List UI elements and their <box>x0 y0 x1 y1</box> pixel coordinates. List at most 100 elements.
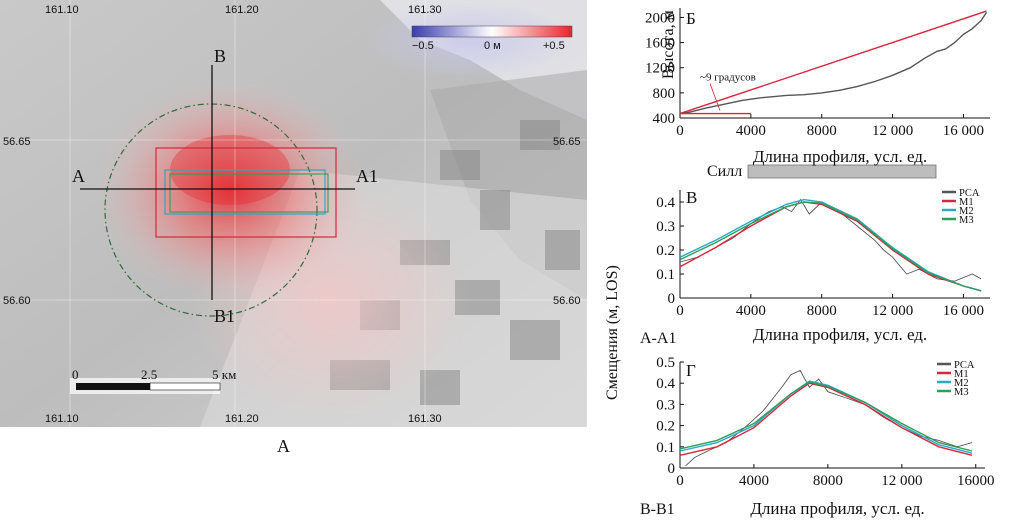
series-line-pca <box>685 369 973 467</box>
profile-label-bb1: В-В1 <box>640 501 675 518</box>
lon-tick-top-1: 161.10 <box>45 4 79 16</box>
panel-label: Б <box>686 9 696 28</box>
x-axis-label: Длина профиля, усл. ед. <box>753 147 927 166</box>
graticule <box>0 0 587 427</box>
lat-tick-right-1: 56.65 <box>553 136 581 148</box>
sill-label: Силл <box>707 163 742 180</box>
series-line-м1 <box>679 201 982 292</box>
colorbar: −0.5 0 м +0.5 <box>411 25 573 52</box>
series-line-м1 <box>679 382 973 456</box>
series-line-0 <box>679 12 988 115</box>
profile-label-b1: В1 <box>214 306 235 326</box>
model-m2-box <box>164 169 326 215</box>
profile-label-a1: А1 <box>356 166 378 186</box>
y-tick-label: 400 <box>653 111 676 127</box>
chart-displacement-a-a1: 0 4000 8000 12 000 16 000 0 0.1 0.2 0.3 0.4 В Длина… <box>656 188 990 344</box>
panel-label-a: А <box>277 436 290 456</box>
positive-displacement-area <box>95 80 365 300</box>
x-tick-label: 8000 <box>813 473 843 489</box>
map-panel <box>0 0 587 427</box>
model-m1-box <box>155 147 337 238</box>
sill-bar <box>747 164 937 179</box>
series-line-pca <box>679 198 982 282</box>
x-axis-label: Длина профиля, усл. ед. <box>750 499 924 518</box>
legend-label: PCA <box>959 188 980 199</box>
y-tick-label: 0.2 <box>656 243 675 259</box>
y-tick-label: 0 <box>668 291 676 307</box>
legend-label: М2 <box>959 206 974 217</box>
y-tick-label: 0.3 <box>656 219 675 235</box>
x-tick-label: 8000 <box>807 123 837 139</box>
scale-tick-5: 5 км <box>212 367 236 382</box>
x-tick-label: 0 <box>676 303 684 319</box>
series-line-м3 <box>679 201 982 292</box>
x-tick-label: 4000 <box>736 303 766 319</box>
model-region-circle <box>104 103 318 317</box>
x-tick-label: 12 000 <box>881 473 922 489</box>
x-tick-label: 4000 <box>736 123 766 139</box>
y-tick-label: 0.2 <box>656 419 675 435</box>
colorbar-max: +0.5 <box>543 40 565 52</box>
x-tick-label: 16000 <box>957 473 995 489</box>
x-tick-label: 0 <box>676 123 684 139</box>
lon-tick-bottom-1: 161.10 <box>45 413 79 425</box>
panel-label: В <box>686 188 697 207</box>
profile-label-aa1: А-А1 <box>640 330 676 347</box>
colorbar-min: −0.5 <box>412 40 434 52</box>
lon-tick-bottom-3: 161.30 <box>408 413 442 425</box>
slope-annotation: ~9 градусов <box>700 71 756 83</box>
annotation-pointer <box>709 83 721 111</box>
x-axis-label: Длина профиля, усл. ед. <box>753 325 927 344</box>
scale-tick-0: 0 <box>72 367 79 382</box>
legend-label: PCA <box>954 360 975 371</box>
lon-tick-top-3: 161.30 <box>408 4 442 16</box>
y-tick-label: 0.1 <box>656 440 675 456</box>
lat-tick-right-2: 56.60 <box>553 295 581 307</box>
x-tick-label: 0 <box>676 473 684 489</box>
scale-tick-2-5: 2.5 <box>141 367 157 382</box>
y-tick-label: 800 <box>653 86 676 102</box>
y-tick-label: 1200 <box>645 61 675 77</box>
series-line-м3 <box>679 381 973 452</box>
y-tick-label: 0.5 <box>656 355 675 371</box>
y-tick-label: 0.4 <box>656 195 675 211</box>
chart-elevation: 0 4000 8000 12 000 16 000 400 800 1200 1600 2000 Б… <box>645 8 990 166</box>
x-tick-label: 8000 <box>807 303 837 319</box>
legend-label: М2 <box>954 378 969 389</box>
x-tick-label: 16 000 <box>943 123 984 139</box>
lat-tick-left-1: 56.65 <box>3 136 31 148</box>
y-tick-label: 0.3 <box>656 397 675 413</box>
series-line-м2 <box>679 198 982 292</box>
series-line-1 <box>679 10 987 115</box>
y-tick-label: 0 <box>668 461 676 477</box>
chart-displacement-b-b1: 0 4000 8000 12 000 16000 0 0.1 0.2 0.3 0.4 0.5 Г Дли… <box>656 355 994 518</box>
y-tick-label: 0.1 <box>656 267 675 283</box>
x-tick-label: 12 000 <box>872 123 913 139</box>
x-tick-label: 4000 <box>739 473 769 489</box>
lon-tick-top-2: 161.20 <box>225 4 259 16</box>
y-tick-label: 2000 <box>645 10 675 26</box>
profile-label-b: В <box>214 46 226 66</box>
x-tick-label: 12 000 <box>872 303 913 319</box>
scale-bar: 0 2.5 5 км <box>70 367 236 394</box>
y-tick-label: 0.4 <box>656 376 675 392</box>
x-tick-label: 16 000 <box>943 303 984 319</box>
ylabel-displacement: Смещения (м, LOS) <box>604 265 621 400</box>
lat-tick-left-2: 56.60 <box>3 295 31 307</box>
ylabel-elevation: Высота, м <box>660 10 677 79</box>
negative-displacement-area <box>360 0 580 80</box>
colorbar-gradient <box>411 25 573 38</box>
profile-label-a: А <box>72 166 85 186</box>
y-tick-label: 1600 <box>645 36 675 52</box>
scale-bar-white <box>149 382 221 391</box>
legend-label: М1 <box>954 369 969 380</box>
scale-bar-black <box>76 383 150 390</box>
lon-tick-bottom-2: 161.20 <box>225 413 259 425</box>
legend-label: М3 <box>959 215 974 226</box>
legend-label: М3 <box>954 387 969 398</box>
panel-label: Г <box>686 361 696 380</box>
legend-label: М1 <box>959 197 974 208</box>
series-line-м2 <box>679 380 973 454</box>
model-m3-box <box>169 173 329 213</box>
